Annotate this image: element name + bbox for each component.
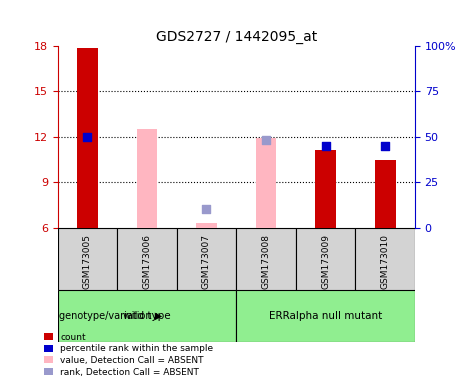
Text: wild type: wild type bbox=[123, 311, 171, 321]
Bar bbox=[375, 160, 396, 228]
Text: ERRalpha null mutant: ERRalpha null mutant bbox=[269, 311, 382, 321]
Bar bbox=[315, 151, 336, 228]
Bar bbox=[136, 129, 157, 228]
Point bbox=[84, 134, 91, 140]
Legend: count, percentile rank within the sample, value, Detection Call = ABSENT, rank, : count, percentile rank within the sample… bbox=[41, 330, 216, 379]
Text: GSM173006: GSM173006 bbox=[142, 234, 152, 289]
Point bbox=[381, 143, 389, 149]
FancyBboxPatch shape bbox=[58, 228, 117, 290]
FancyBboxPatch shape bbox=[355, 228, 415, 290]
Bar bbox=[255, 138, 277, 228]
FancyBboxPatch shape bbox=[236, 228, 296, 290]
Text: GSM173010: GSM173010 bbox=[381, 234, 390, 289]
FancyBboxPatch shape bbox=[177, 228, 236, 290]
Point bbox=[262, 137, 270, 144]
Text: genotype/variation ▶: genotype/variation ▶ bbox=[59, 311, 162, 321]
FancyBboxPatch shape bbox=[296, 228, 355, 290]
Text: GSM173005: GSM173005 bbox=[83, 234, 92, 289]
Point bbox=[322, 143, 329, 149]
Title: GDS2727 / 1442095_at: GDS2727 / 1442095_at bbox=[156, 30, 317, 44]
Text: GSM173007: GSM173007 bbox=[202, 234, 211, 289]
FancyBboxPatch shape bbox=[236, 290, 415, 342]
Point bbox=[203, 207, 210, 213]
FancyBboxPatch shape bbox=[58, 290, 236, 342]
Bar bbox=[196, 223, 217, 228]
Text: GSM173008: GSM173008 bbox=[261, 234, 271, 289]
FancyBboxPatch shape bbox=[117, 228, 177, 290]
Bar bbox=[77, 48, 98, 228]
Text: GSM173009: GSM173009 bbox=[321, 234, 330, 289]
